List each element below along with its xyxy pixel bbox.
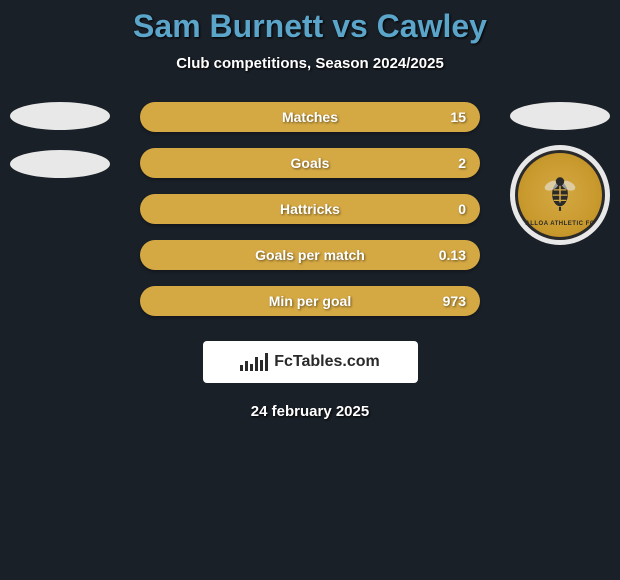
main-container: Sam Burnett vs Cawley Club competitions,… — [0, 0, 620, 420]
fctables-label: FcTables.com — [274, 353, 380, 371]
stat-value-right: 0.13 — [439, 247, 466, 263]
stat-value-right: 15 — [450, 109, 466, 125]
stat-label: Matches — [282, 109, 338, 125]
left-player-badge-1 — [10, 102, 110, 130]
left-player-badge-2 — [10, 150, 110, 178]
stat-label: Goals per match — [255, 247, 365, 263]
stat-label: Min per goal — [269, 293, 351, 309]
date-text: 24 february 2025 — [10, 403, 610, 420]
stat-bar-min-per-goal: Min per goal 973 — [140, 286, 480, 316]
stat-value-right: 2 — [458, 155, 466, 171]
subtitle: Club competitions, Season 2024/2025 — [0, 55, 620, 72]
stat-bar-matches: Matches 15 — [140, 102, 480, 132]
chart-bars-icon — [240, 353, 268, 371]
right-badges: ALLOA ATHLETIC FC — [510, 102, 610, 245]
stat-label: Goals — [291, 155, 330, 171]
page-title: Sam Burnett vs Cawley — [0, 8, 620, 45]
stat-bar-hattricks: Hattricks 0 — [140, 194, 480, 224]
stat-bars: Matches 15 Goals 2 Hattricks 0 Goals per… — [140, 102, 480, 316]
wasp-icon — [539, 171, 581, 213]
right-player-badge-1 — [510, 102, 610, 130]
stat-bar-goals-per-match: Goals per match 0.13 — [140, 240, 480, 270]
stat-bar-goals: Goals 2 — [140, 148, 480, 178]
stats-area: ALLOA ATHLETIC FC Matches 15 Goals 2 Hat… — [0, 102, 620, 420]
fctables-badge[interactable]: FcTables.com — [203, 341, 418, 383]
left-badges — [10, 102, 110, 178]
stat-label: Hattricks — [280, 201, 340, 217]
stat-value-right: 973 — [443, 293, 466, 309]
club-crest: ALLOA ATHLETIC FC — [515, 150, 605, 240]
club-badge-text: ALLOA ATHLETIC FC — [525, 221, 594, 227]
stat-value-right: 0 — [458, 201, 466, 217]
right-club-badge: ALLOA ATHLETIC FC — [510, 145, 610, 245]
